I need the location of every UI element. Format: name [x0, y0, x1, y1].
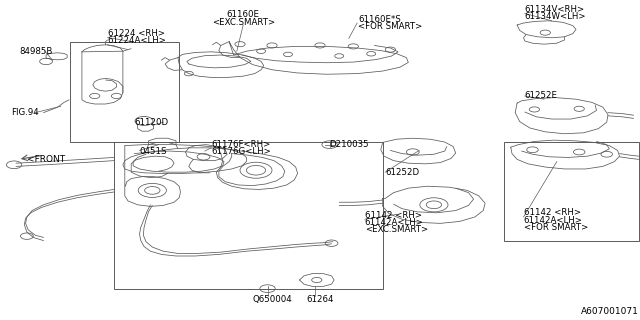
Text: A607001071: A607001071	[581, 307, 639, 316]
Text: 61142A<LH>: 61142A<LH>	[365, 218, 424, 227]
Text: <FRONT: <FRONT	[27, 156, 65, 164]
Text: 84985B: 84985B	[19, 47, 52, 56]
Text: 61120D: 61120D	[134, 118, 168, 127]
Bar	[114, 142, 383, 289]
Text: 61224A<LH>: 61224A<LH>	[108, 36, 166, 45]
Text: 61224 <RH>: 61224 <RH>	[108, 29, 164, 38]
Text: 61160E: 61160E	[227, 10, 260, 19]
Text: <FOR SMART>: <FOR SMART>	[358, 22, 422, 31]
Text: 61142A<LH>: 61142A<LH>	[524, 216, 582, 225]
Text: 61176G<LH>: 61176G<LH>	[211, 148, 271, 156]
Text: D210035: D210035	[330, 140, 369, 149]
Text: 61160E*S: 61160E*S	[358, 15, 401, 24]
Text: FIG.94: FIG.94	[12, 108, 39, 117]
Text: 61264: 61264	[306, 295, 333, 304]
Text: 61142 <RH>: 61142 <RH>	[524, 208, 580, 217]
Text: <EXC.SMART>: <EXC.SMART>	[212, 18, 275, 27]
Bar	[70, 42, 179, 142]
Text: 61176F<RH>: 61176F<RH>	[211, 140, 271, 149]
Text: 61252E: 61252E	[525, 92, 558, 100]
Text: 61142 <RH>: 61142 <RH>	[365, 211, 422, 220]
Text: 61134V<RH>: 61134V<RH>	[525, 5, 585, 14]
Bar	[504, 142, 639, 241]
Text: Q650004: Q650004	[253, 295, 292, 304]
Text: 61134W<LH>: 61134W<LH>	[525, 12, 586, 21]
Text: <FOR SMART>: <FOR SMART>	[524, 223, 588, 232]
Text: 0451S: 0451S	[140, 147, 167, 156]
Text: <EXC.SMART>: <EXC.SMART>	[365, 225, 428, 234]
Text: 61252D: 61252D	[385, 168, 419, 177]
